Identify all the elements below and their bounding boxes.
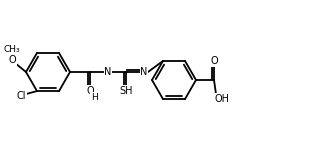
Text: OH: OH — [215, 94, 230, 104]
Text: CH₃: CH₃ — [4, 45, 20, 53]
Text: N: N — [104, 67, 112, 77]
Text: O: O — [210, 56, 218, 66]
Text: O: O — [8, 55, 16, 65]
Text: SH: SH — [119, 86, 133, 96]
Text: O: O — [86, 86, 94, 96]
Text: N: N — [140, 67, 148, 77]
Text: Cl: Cl — [16, 91, 26, 101]
Text: H: H — [91, 92, 97, 102]
